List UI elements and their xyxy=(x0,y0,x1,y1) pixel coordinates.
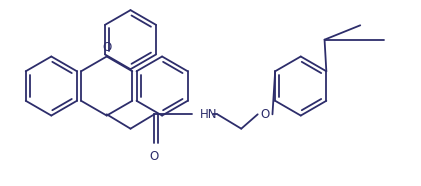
Text: O: O xyxy=(102,41,111,54)
Text: O: O xyxy=(150,150,159,163)
Text: O: O xyxy=(261,108,270,121)
Text: HN: HN xyxy=(200,108,217,121)
